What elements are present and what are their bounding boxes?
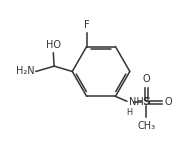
Text: H₂N: H₂N: [16, 66, 34, 76]
Text: F: F: [84, 20, 90, 30]
Text: HO: HO: [46, 40, 61, 50]
Text: O: O: [165, 97, 172, 107]
Text: NH: NH: [129, 97, 144, 107]
Text: CH₃: CH₃: [137, 121, 156, 131]
Text: O: O: [143, 74, 150, 84]
Text: H: H: [126, 108, 132, 117]
Text: S: S: [142, 97, 151, 107]
